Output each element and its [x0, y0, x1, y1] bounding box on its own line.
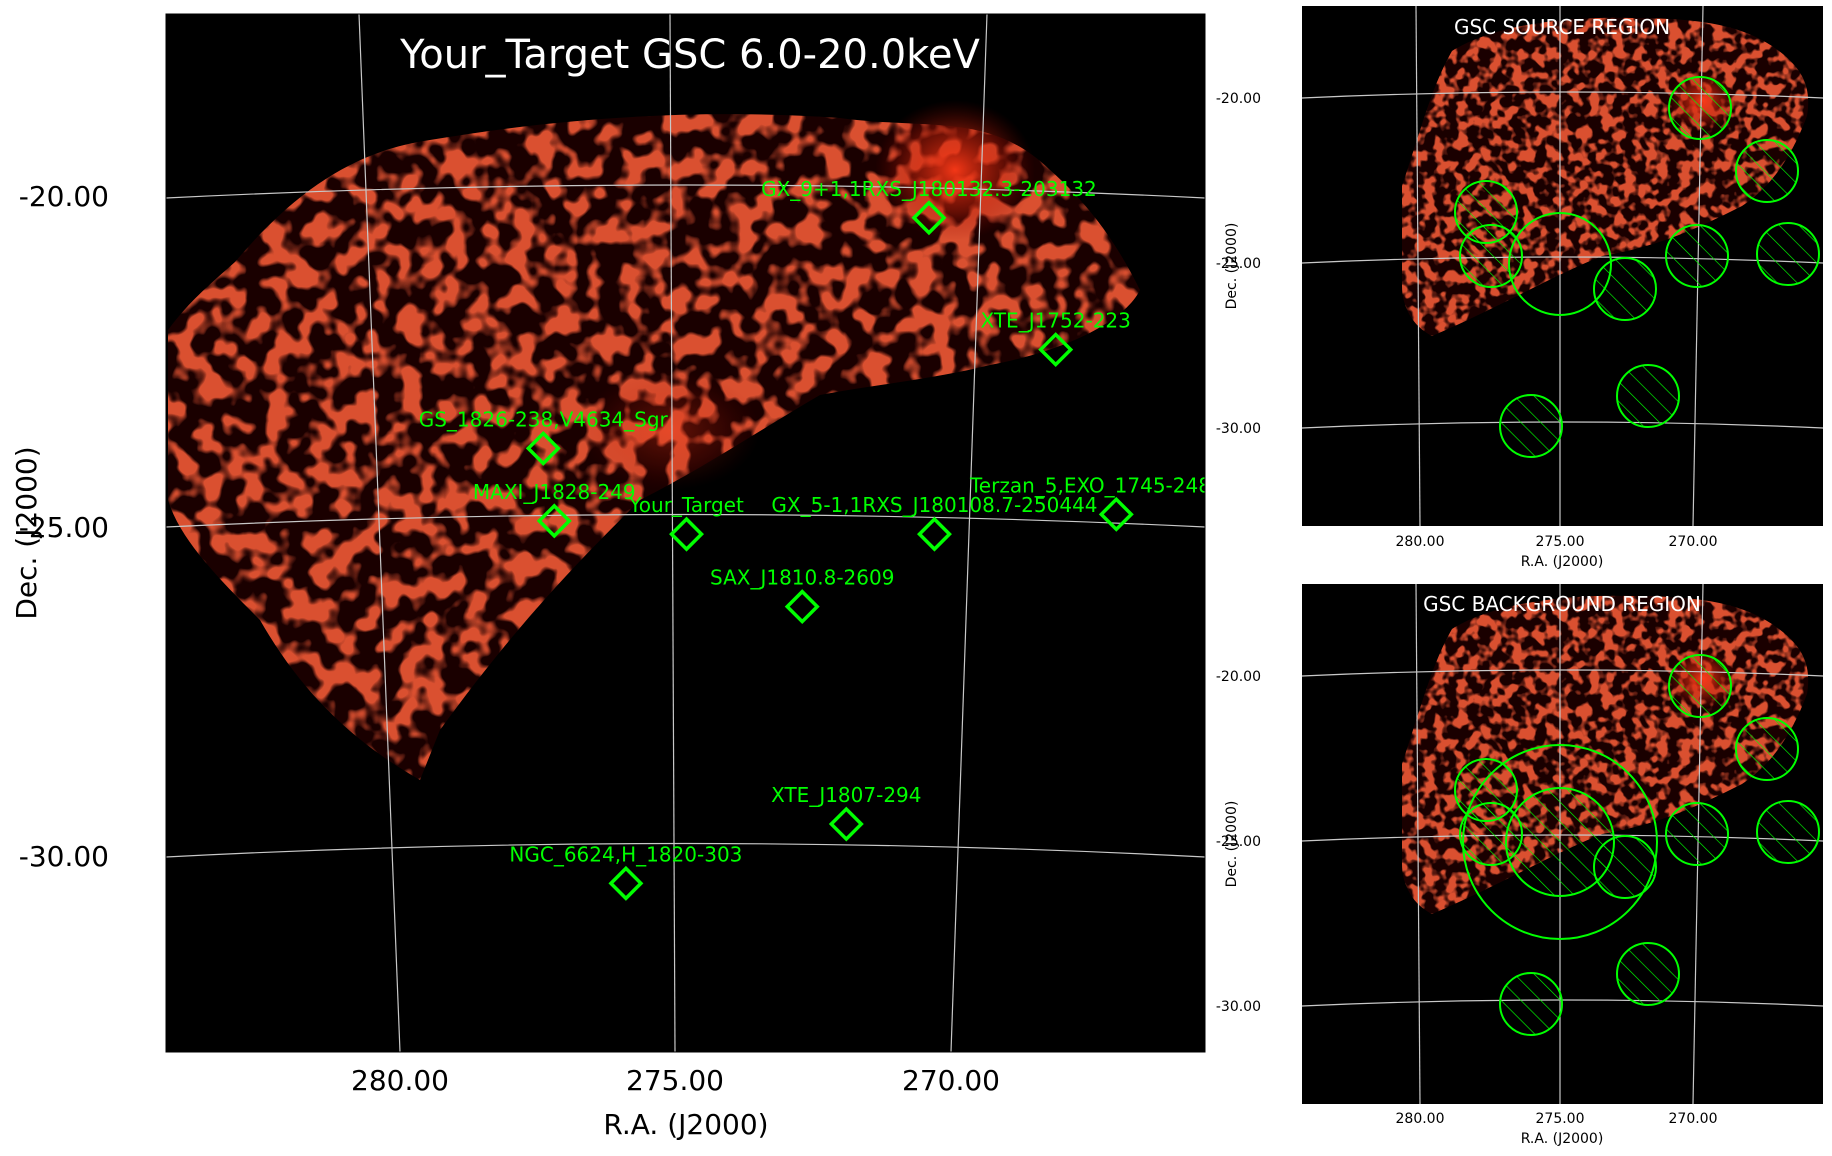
source-marker — [525, 430, 561, 466]
main-xtick: 275.00 — [626, 1064, 724, 1097]
source-extraction-regions — [1454, 76, 1820, 458]
background-region-panel: GSC BACKGROUND REGION — [1302, 584, 1823, 1104]
exclusion-region — [1665, 224, 1729, 288]
exclusion-region — [1459, 224, 1523, 288]
source-xtick: 280.00 — [1396, 534, 1445, 550]
exclusion-region — [1668, 654, 1732, 718]
source-ytick: -25.00 — [1216, 256, 1261, 272]
source-ylabel: Dec. (J2000) — [1224, 223, 1240, 310]
exclusion-region — [1735, 717, 1799, 781]
exclusion-region — [1499, 972, 1563, 1036]
source-marker — [608, 865, 644, 901]
main-xtick: 270.00 — [902, 1064, 1000, 1097]
main-ytick: -20.00 — [19, 180, 109, 213]
exclusion-region — [1668, 76, 1732, 140]
source-label: MAXI_J1828-249 — [473, 480, 636, 504]
source-marker — [911, 200, 947, 236]
background-ytick: -20.00 — [1216, 669, 1261, 685]
source-label: SAX_J1810.8-2609 — [710, 566, 894, 590]
main-bright-source-glow — [875, 100, 1035, 240]
source-xtick: 270.00 — [1669, 534, 1718, 550]
source-marker — [784, 589, 820, 625]
source-label: Terzan_5,EXO_1745-248,IGR_ — [969, 473, 1264, 497]
source-panel-axes: -20.00 -25.00 -30.00 280.00 275.00 270.0… — [1216, 91, 1718, 570]
main-xtick: 280.00 — [351, 1064, 449, 1097]
source-markers: GX_9+1,1RXS_J180132.3-203132 XTE_J1752-22… — [419, 177, 1264, 901]
exclusion-region — [1593, 257, 1657, 321]
exclusion-region — [1756, 222, 1820, 286]
source-label: XTE_J1752-223 — [980, 309, 1130, 333]
background-panel-title: GSC BACKGROUND REGION — [1423, 592, 1701, 616]
main-xlabel: R.A. (J2000) — [603, 1108, 768, 1141]
background-panel-axes: -20.00 -25.00 -30.00 280.00 275.00 270.0… — [1216, 669, 1718, 1147]
source-marker — [669, 516, 704, 552]
source-xlabel: R.A. (J2000) — [1521, 554, 1604, 570]
source-xtick: 275.00 — [1536, 534, 1585, 550]
source-label: GS_1826-238,V4634_Sgr — [419, 407, 669, 431]
exclusion-region — [1499, 394, 1563, 458]
main-ylabel: Dec. (J2000) — [10, 446, 43, 619]
background-ytick: -30.00 — [1216, 999, 1261, 1015]
source-marker — [916, 516, 952, 552]
exclusion-region — [1616, 942, 1680, 1006]
source-ytick: -20.00 — [1216, 91, 1261, 107]
background-ylabel: Dec. (J2000) — [1224, 801, 1240, 888]
main-ytick: -30.00 — [19, 840, 109, 873]
background-xtick: 275.00 — [1536, 1111, 1585, 1127]
source-marker — [1038, 332, 1074, 368]
source-marker — [536, 503, 572, 539]
main-title: Your_Target GSC 6.0-20.0keV — [399, 32, 980, 78]
main-axes: -20.00 -25.00 -30.00 280.00 275.00 270.0… — [10, 180, 1000, 1141]
main-coordinate-grid — [166, 14, 1205, 1052]
exclusion-region — [1665, 802, 1729, 866]
source-marker — [1098, 496, 1134, 532]
source-marker — [828, 806, 864, 842]
exclusion-region — [1735, 139, 1799, 203]
background-ytick: -25.00 — [1216, 834, 1261, 850]
main-sky-map: GX_9+1,1RXS_J180132.3-203132 XTE_J1752-22… — [165, 13, 1264, 1053]
source-label: GX_9+1,1RXS_J180132.3-203132 — [761, 177, 1097, 201]
background-extraction-regions — [1454, 654, 1820, 1036]
exclusion-region — [1756, 800, 1820, 864]
source-panel-title: GSC SOURCE REGION — [1454, 15, 1670, 39]
exclusion-region — [1593, 835, 1657, 899]
background-xtick: 270.00 — [1669, 1111, 1718, 1127]
source-label: GX_5-1,1RXS_J180108.7-250444 — [771, 493, 1097, 517]
background-xtick: 280.00 — [1396, 1111, 1445, 1127]
source-ytick: -30.00 — [1216, 421, 1261, 437]
source-label: XTE_J1807-294 — [771, 783, 921, 807]
exclusion-region — [1616, 364, 1680, 428]
source-label: Your_Target — [628, 493, 744, 517]
main-ytick: -25.00 — [19, 511, 109, 544]
background-xlabel: R.A. (J2000) — [1521, 1131, 1604, 1147]
source-region-panel: GSC SOURCE REGION — [1302, 6, 1823, 526]
source-label: NGC_6624,H_1820-303 — [509, 842, 742, 866]
